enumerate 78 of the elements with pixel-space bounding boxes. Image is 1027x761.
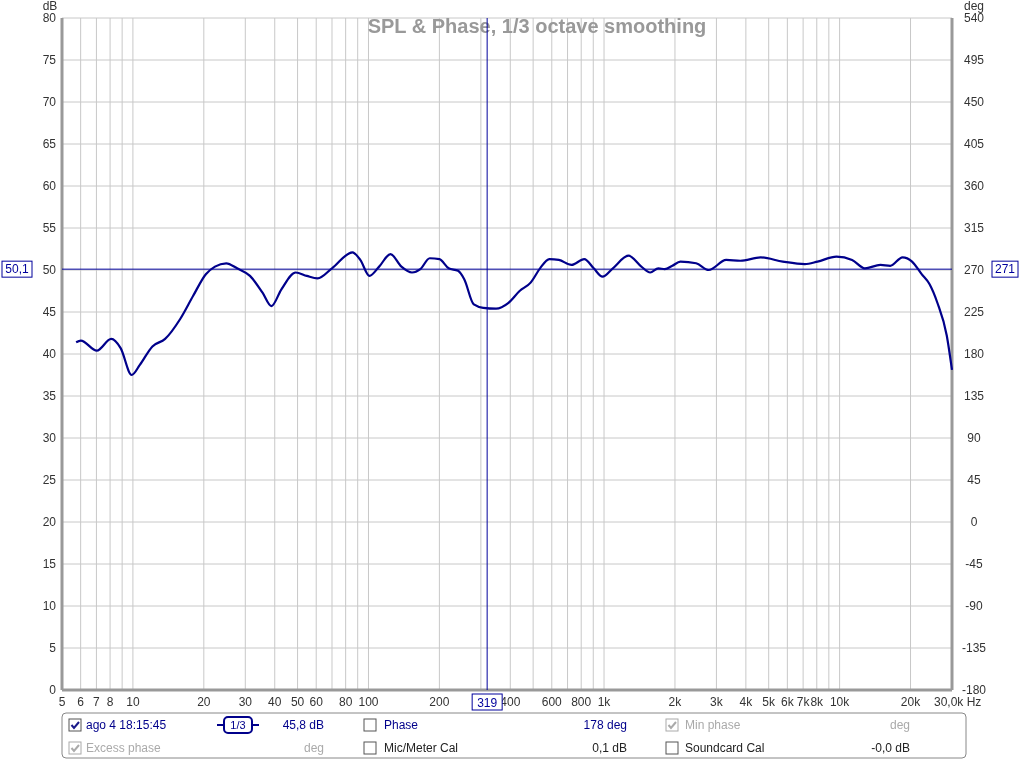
x-tick-label: 6k xyxy=(781,695,795,709)
x-tick-label: 8 xyxy=(106,695,114,709)
y-tick-label: 45 xyxy=(42,305,57,319)
y2-axis-title: deg xyxy=(963,0,985,13)
y-tick-label: 70 xyxy=(42,95,57,109)
x-tick-label: 3k xyxy=(710,695,724,709)
ref-line-label: 50,1 xyxy=(5,262,29,277)
y-tick-label: 50 xyxy=(42,263,57,277)
x-tick-label: 7k xyxy=(796,695,811,709)
text: Min phase xyxy=(685,718,741,732)
text: 1/3 xyxy=(230,719,246,731)
y2-tick-label: 450 xyxy=(963,95,985,109)
x-tick-label: 10 xyxy=(126,695,140,709)
x-tick-label: 2k xyxy=(668,695,683,709)
y2-tick-label: 90 xyxy=(967,431,981,445)
y2-tick-label: 0 xyxy=(970,515,978,529)
x-tick-label: 80 xyxy=(338,695,353,709)
text: -0,0 dB xyxy=(871,741,910,755)
y2-tick-label: 495 xyxy=(963,53,985,67)
text: Mic/Meter Cal xyxy=(384,741,459,755)
x-tick-label: 5k xyxy=(762,695,777,709)
y2-tick-label: -45 xyxy=(965,557,983,571)
text: ago 4 18:15:45 xyxy=(86,718,167,732)
y-tick-label: 60 xyxy=(42,179,57,193)
x-tick-label: 4k xyxy=(739,695,754,709)
text: 178 deg xyxy=(583,718,627,732)
ref-line-label: 319 xyxy=(477,696,498,710)
text: deg xyxy=(889,718,910,732)
text: Phase xyxy=(384,718,419,732)
text: 271 xyxy=(994,262,1016,277)
x-tick-label: 6 xyxy=(77,695,85,709)
text: deg xyxy=(303,741,324,755)
y-tick-label: 75 xyxy=(42,53,57,67)
y2-tick-label: -90 xyxy=(965,599,983,613)
x-tick-label: 60 xyxy=(309,695,324,709)
y-tick-label: 5 xyxy=(49,641,57,655)
x-tick-label: 10k xyxy=(829,695,851,709)
y-tick-label: 25 xyxy=(42,473,57,487)
y2-tick-label: -180 xyxy=(961,683,987,697)
y2-tick-label: 360 xyxy=(963,179,985,193)
y-tick-label: 30 xyxy=(42,431,57,445)
text: 45,8 dB xyxy=(282,718,324,732)
x-tick-label: 30,0k Hz xyxy=(934,695,982,709)
x-tick-label: 40 xyxy=(268,695,282,709)
y2-tick-label: 135 xyxy=(963,389,985,403)
text: Soundcard Cal xyxy=(685,741,765,755)
x-tick-label: 200 xyxy=(429,695,450,709)
y2-tick-label: 270 xyxy=(963,263,985,277)
y-tick-label: 65 xyxy=(42,137,57,151)
y-tick-label: 55 xyxy=(42,221,57,235)
y-axis-title: dB xyxy=(42,0,58,13)
x-tick-label: 800 xyxy=(571,695,592,709)
y2-tick-label: 225 xyxy=(963,305,985,319)
y2-tick-label: 45 xyxy=(967,473,981,487)
y-tick-label: 15 xyxy=(42,557,57,571)
x-tick-label: 5 xyxy=(58,695,66,709)
y-tick-label: 35 xyxy=(42,389,57,403)
x-tick-label: 7 xyxy=(93,695,101,709)
y2-tick-label: 540 xyxy=(963,11,985,25)
x-tick-label: 100 xyxy=(358,695,379,709)
y-tick-label: 40 xyxy=(42,347,57,361)
x-tick-label: 50 xyxy=(290,695,305,709)
text: Excess phase xyxy=(86,741,162,755)
y2-tick-label: 315 xyxy=(963,221,985,235)
y2-tick-label: 180 xyxy=(963,347,985,361)
x-tick-label: 600 xyxy=(541,695,563,709)
x-tick-label: 20k xyxy=(900,695,922,709)
y2-tick-label: -135 xyxy=(961,641,987,655)
x-tick-label: 1k xyxy=(597,695,612,709)
y-tick-label: 0 xyxy=(49,683,57,697)
y-tick-label: 10 xyxy=(42,599,57,613)
x-tick-label: 8k xyxy=(810,695,825,709)
x-tick-label: 30 xyxy=(238,695,253,709)
y-tick-label: 20 xyxy=(42,515,57,529)
y2-tick-label: 405 xyxy=(963,137,985,151)
y-tick-label: 80 xyxy=(42,11,57,25)
text: 0,1 dB xyxy=(592,741,627,755)
x-tick-label: 20 xyxy=(197,695,211,709)
